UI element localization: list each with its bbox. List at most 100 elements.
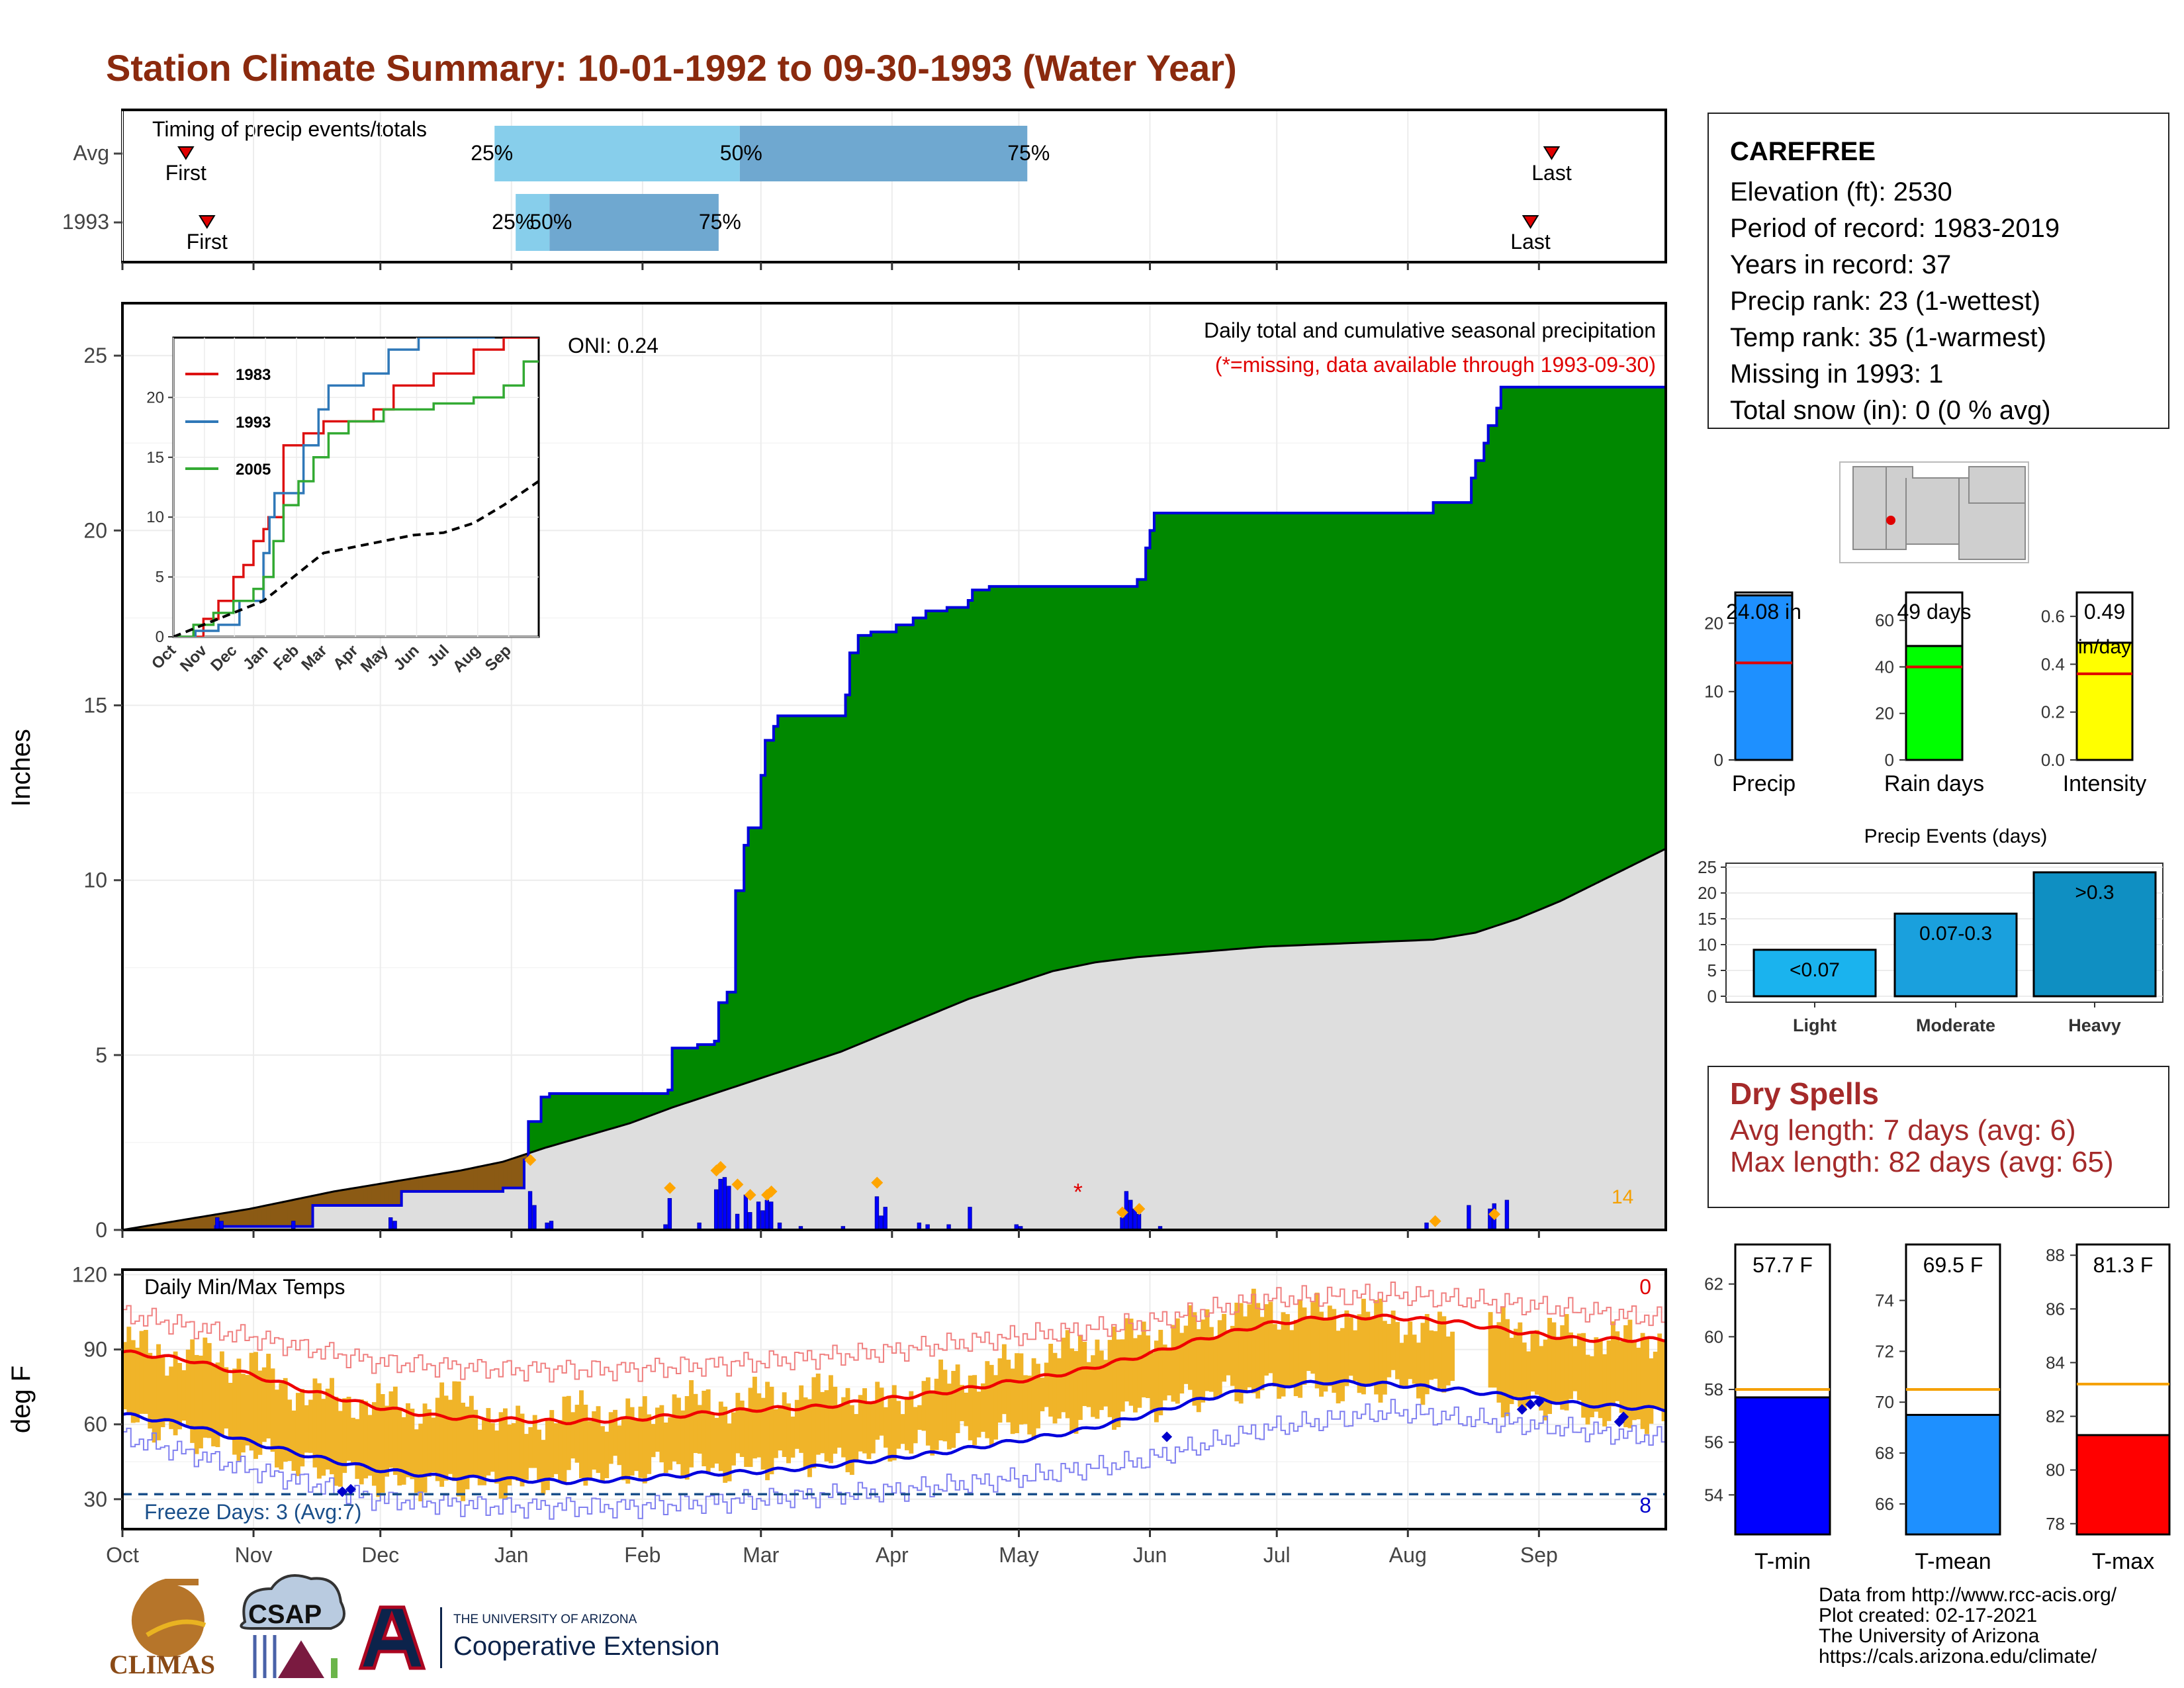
daily-temp-bar: [1086, 1362, 1091, 1407]
daily-precip-bar: [1128, 1199, 1133, 1231]
daily-temp-bar: [507, 1425, 512, 1486]
below-avg-fill: [385, 1182, 390, 1206]
timing-pct25: 25%: [471, 141, 513, 165]
above-avg-fill: [642, 1093, 647, 1118]
avg-cumulative-area: [122, 849, 1666, 1230]
above-avg-fill: [1171, 512, 1176, 955]
above-avg-fill: [790, 716, 796, 1068]
above-avg-fill: [625, 1093, 631, 1124]
above-avg-fill: [875, 632, 880, 1037]
daily-temp-bar: [1594, 1337, 1599, 1412]
daily-temp-bar: [232, 1368, 238, 1455]
daily-temp-bar: [887, 1397, 893, 1462]
month-axis-label: Jan: [494, 1543, 529, 1567]
climas-wordmark: CLIMAS: [109, 1650, 215, 1679]
below-avg-fill: [338, 1190, 343, 1206]
daily-temp-bar: [1530, 1333, 1535, 1392]
small-bar-tick-label: 0: [1714, 750, 1723, 770]
small-bar-value-label: 49 days: [1897, 600, 1971, 624]
below-avg-fill: [427, 1176, 432, 1192]
daily-temp-bar: [748, 1387, 753, 1468]
daily-temp-bar: [355, 1419, 360, 1479]
temp-bar-tick-label: 88: [2046, 1245, 2065, 1265]
above-avg-fill: [1513, 387, 1518, 919]
above-avg-fill: [1314, 512, 1320, 945]
daily-temp-bar: [240, 1374, 246, 1453]
daily-temp-bar: [773, 1409, 778, 1458]
above-avg-fill: [837, 716, 842, 1053]
above-avg-fill: [782, 716, 787, 1071]
below-avg-fill: [308, 1196, 314, 1227]
above-avg-fill: [731, 992, 737, 1088]
daily-temp-bar: [824, 1390, 829, 1462]
above-avg-fill: [1293, 512, 1298, 946]
daily-temp-bar: [1509, 1337, 1514, 1405]
daily-temp-bar: [659, 1405, 664, 1463]
temp-y-tick-label: 60: [83, 1413, 107, 1436]
above-avg-fill: [1179, 512, 1185, 954]
daily-temp-bar: [1137, 1335, 1142, 1408]
page-title: Station Climate Summary: 10-01-1992 to 0…: [106, 47, 1237, 89]
daily-temp-bar: [1132, 1338, 1138, 1413]
daily-temp-bar: [1585, 1354, 1590, 1425]
above-avg-fill: [858, 635, 863, 1044]
daily-temp-bar: [1327, 1305, 1332, 1387]
above-avg-fill: [930, 610, 935, 1014]
above-avg-fill: [570, 1093, 576, 1140]
station-missing: Missing in 1993: 1: [1730, 359, 1944, 389]
above-avg-fill: [773, 726, 778, 1074]
daily-temp-bar: [1560, 1325, 1565, 1410]
daily-temp-bar: [1099, 1350, 1104, 1411]
daily-temp-bar: [549, 1410, 555, 1478]
inset-series-line-avg: [173, 480, 539, 637]
above-avg-fill: [820, 716, 825, 1058]
above-avg-fill: [942, 610, 948, 1009]
below-avg-fill: [224, 1213, 229, 1227]
below-avg-fill: [253, 1207, 259, 1227]
ua-divider: [440, 1607, 442, 1668]
daily-temp-bar: [1412, 1335, 1417, 1384]
daily-temp-bar: [486, 1408, 491, 1476]
temp-bar-category-label: T-min: [1754, 1549, 1811, 1574]
below-avg-fill: [173, 1221, 178, 1230]
extreme-event-marker: [744, 1189, 756, 1201]
below-avg-fill: [511, 1158, 516, 1188]
daily-temp-bar: [837, 1406, 842, 1448]
below-avg-fill: [295, 1199, 300, 1227]
above-avg-fill: [1112, 586, 1117, 961]
daily-temp-bar: [1146, 1335, 1151, 1399]
small-bar-tick-label: 40: [1875, 657, 1894, 677]
daily-temp-bar: [1437, 1311, 1442, 1389]
daily-temp-bar: [1091, 1355, 1095, 1417]
climas-swirl: [131, 1579, 205, 1658]
small-bar-tick-label: 60: [1875, 610, 1894, 630]
ua-small-text: THE UNIVERSITY OF ARIZONA: [453, 1613, 637, 1626]
precip-y-tick-label: 25: [83, 344, 107, 367]
daily-precip-bar: [215, 1217, 220, 1231]
daily-temp-bar: [126, 1327, 132, 1414]
events-y-tick-label: 25: [1698, 857, 1717, 877]
daily-temp-bar: [723, 1406, 728, 1483]
daily-temp-bar: [1416, 1342, 1421, 1399]
below-avg-fill: [355, 1188, 360, 1206]
above-avg-fill: [866, 635, 872, 1041]
below-avg-fill: [494, 1162, 500, 1192]
above-avg-fill: [1530, 387, 1535, 913]
credit-line-source: Data from http://www.rcc-acis.org/: [1819, 1584, 2117, 1606]
below-avg-fill: [490, 1164, 495, 1192]
above-avg-fill: [672, 1048, 677, 1107]
above-avg-fill: [917, 618, 923, 1019]
below-avg-fill: [456, 1170, 461, 1192]
daily-temp-bar: [1657, 1333, 1662, 1408]
events-y-tick-label: 10: [1698, 935, 1717, 955]
above-avg-fill: [1606, 387, 1612, 877]
daily-temp-bar: [1293, 1319, 1298, 1397]
precip-subheader: (*=missing, data available through 1993-…: [1215, 353, 1656, 377]
daily-temp-bar: [833, 1386, 838, 1454]
above-avg-fill: [545, 1097, 550, 1147]
daily-temp-bar: [1095, 1339, 1100, 1419]
timing-pct50: 50%: [720, 141, 762, 165]
daily-temp-bar: [367, 1415, 373, 1476]
daily-temp-bar: [841, 1397, 846, 1458]
daily-precip-bar: [1132, 1208, 1137, 1231]
